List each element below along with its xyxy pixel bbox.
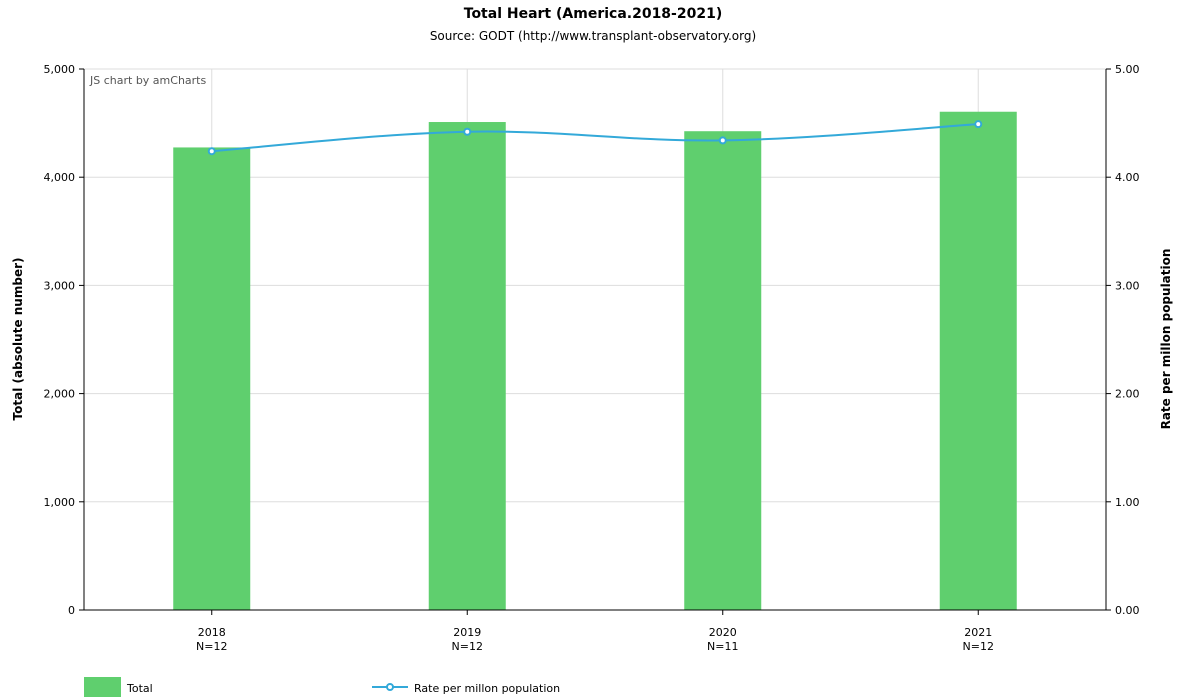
chart-title: Total Heart (America.2018-2021) bbox=[464, 6, 722, 22]
y2-axis-title: Rate per millon population bbox=[1159, 249, 1173, 430]
line-series-rate bbox=[207, 120, 983, 156]
x-tick-label: 2020 bbox=[709, 626, 737, 639]
y2-tick-label: 2.00 bbox=[1115, 388, 1140, 401]
y2-tick-label: 5.00 bbox=[1115, 63, 1140, 76]
x-tick-note: N=12 bbox=[452, 640, 483, 653]
legend-label-total[interactable]: Total bbox=[126, 682, 153, 695]
y-tick-label: 5,000 bbox=[44, 63, 76, 76]
axes: 0 0.00 1,000 1.00 2,000 2.00 3,000 3.00 4,000 4.0… bbox=[44, 63, 1140, 653]
line-rate-point-2021[interactable] bbox=[974, 120, 983, 129]
bar-total-2019[interactable] bbox=[428, 122, 506, 610]
bar-series-total bbox=[173, 111, 1017, 610]
bar-total-2021[interactable] bbox=[939, 111, 1017, 610]
x-tick-note: N=12 bbox=[963, 640, 994, 653]
x-tick-label: 2018 bbox=[198, 626, 226, 639]
bar-total-2020[interactable] bbox=[684, 131, 762, 610]
line-rate-point-2020[interactable] bbox=[718, 136, 727, 145]
y-tick-label: 0 bbox=[68, 604, 75, 617]
legend-label-rate[interactable]: Rate per millon population bbox=[414, 682, 560, 695]
legend-swatch-total[interactable] bbox=[84, 677, 121, 697]
line-rate-path bbox=[211, 123, 979, 153]
x-tick-label: 2019 bbox=[453, 626, 481, 639]
y2-tick-label: 4.00 bbox=[1115, 171, 1140, 184]
y2-tick-label: 0.00 bbox=[1115, 604, 1140, 617]
line-rate-point-2018[interactable] bbox=[207, 147, 216, 156]
x-tick-label: 2021 bbox=[964, 626, 992, 639]
y-tick-label: 4,000 bbox=[44, 171, 76, 184]
legend-swatch-rate-marker[interactable] bbox=[386, 683, 394, 691]
x-tick-note: N=12 bbox=[196, 640, 227, 653]
chart-subtitle: Source: GODT (http://www.transplant-obse… bbox=[430, 29, 756, 43]
y2-tick-label: 3.00 bbox=[1115, 279, 1140, 292]
legend: Total Rate per millon population bbox=[84, 677, 560, 697]
y-tick-label: 3,000 bbox=[44, 279, 76, 292]
amcharts-credit[interactable]: JS chart by amCharts bbox=[89, 74, 206, 87]
bar-total-2018[interactable] bbox=[173, 147, 251, 610]
line-rate-point-2019[interactable] bbox=[463, 127, 472, 136]
y-axis-title: Total (absolute number) bbox=[11, 258, 25, 421]
x-tick-note: N=11 bbox=[707, 640, 738, 653]
y2-tick-label: 1.00 bbox=[1115, 496, 1140, 509]
y-tick-label: 1,000 bbox=[44, 496, 76, 509]
y-tick-label: 2,000 bbox=[44, 388, 76, 401]
